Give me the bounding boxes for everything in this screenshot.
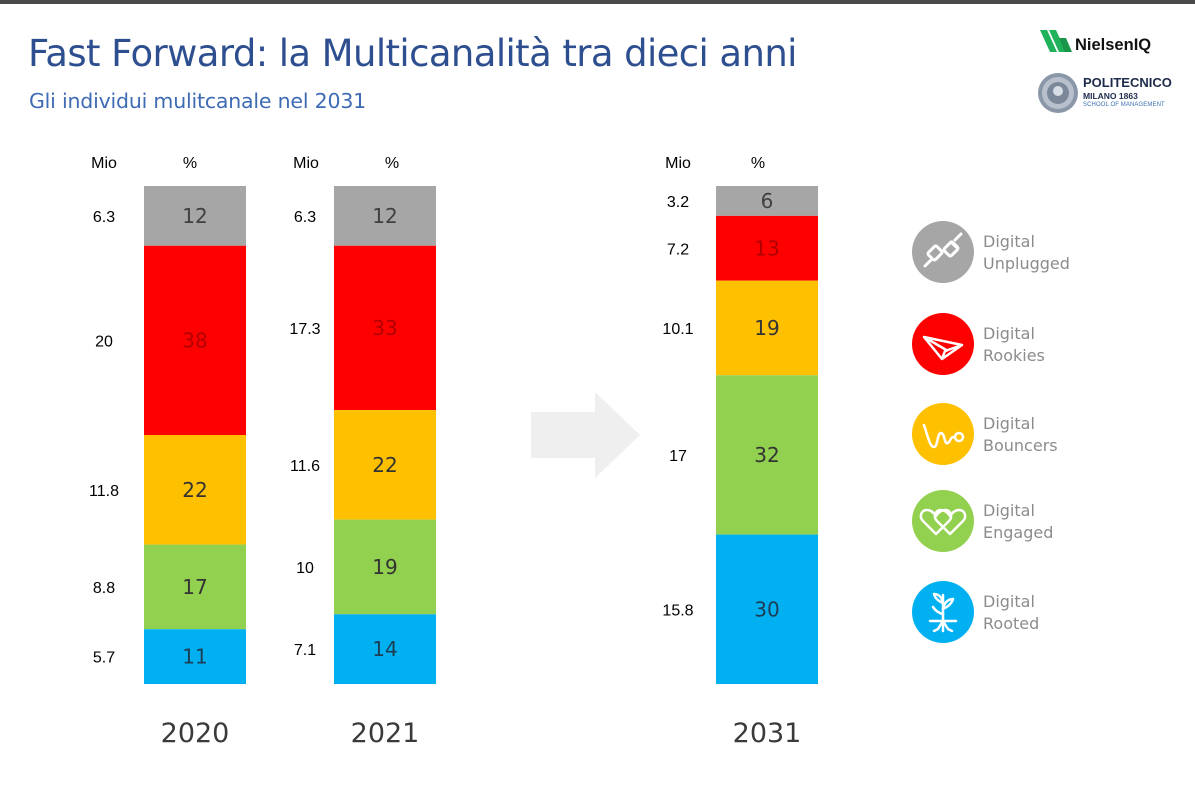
column-header-pct: % (183, 155, 197, 172)
bar-pct-label: 19 (372, 555, 397, 579)
bar-pct-label: 22 (372, 453, 397, 477)
bar-pct-label: 33 (372, 316, 397, 340)
top-border (0, 0, 1195, 4)
bar-segment-unplugged (716, 186, 818, 216)
bar-mio-label: 17 (669, 448, 687, 465)
bar-mio-label: 7.2 (667, 241, 689, 258)
legend-swatch-rooted (912, 581, 974, 643)
bar-mio-label: 8.8 (93, 580, 115, 597)
forward-arrow (531, 392, 640, 478)
bar-pct-label: 6 (761, 189, 774, 213)
bar-segment-rooted (144, 629, 246, 684)
legend-label-engaged: Digital Engaged (983, 501, 1054, 542)
politecnico-city: MILANO 1863 (1083, 91, 1138, 101)
paper-plane-icon (922, 335, 964, 361)
bar-segment-rooted (334, 614, 436, 684)
legend-item-engaged: Digital Engaged (912, 490, 1162, 554)
column-header-mio: Mio (665, 155, 691, 172)
hearts-icon (919, 508, 967, 536)
bar-pct-label: 30 (754, 597, 779, 621)
nielseniq-wordmark: NielsenIQ (1075, 36, 1152, 54)
bar-segment-engaged (334, 519, 436, 615)
bar-mio-label: 3.2 (667, 194, 689, 211)
bar-mio-label: 15.8 (662, 602, 693, 619)
legend-item-bouncers: Digital Bouncers (912, 403, 1162, 467)
bar-segment-rooted (716, 534, 818, 684)
legend-swatch-bouncers (912, 403, 974, 465)
bar-segment-bouncers (716, 280, 818, 376)
legend-item-rookies: Digital Rookies (912, 313, 1162, 377)
column-header-pct: % (385, 155, 399, 172)
category-label: 2020 (161, 718, 230, 749)
legend-label-rooted: Digital Rooted (983, 592, 1040, 633)
politecnico-logo: POLITECNICO MILANO 1863 SCHOOL OF MANAGE… (1037, 72, 1187, 116)
bar-segment-bouncers (334, 410, 436, 520)
legend-swatch-engaged (912, 490, 974, 552)
legend-swatch-unplugged (912, 221, 974, 283)
sprout-roots-icon (928, 592, 958, 633)
bar-mio-label: 6.3 (294, 209, 316, 226)
bar-pct-label: 38 (182, 328, 207, 352)
bar-pct-label: 17 (182, 575, 207, 599)
bar-pct-label: 32 (754, 443, 779, 467)
bar-mio-label: 11.8 (89, 483, 119, 500)
bar-segment-engaged (716, 375, 818, 535)
page-subtitle: Gli individui mulitcanale nel 2031 (29, 89, 367, 113)
bar-segment-engaged (144, 544, 246, 630)
bar-mio-label: 7.1 (294, 642, 316, 659)
bar-segment-unplugged (144, 186, 246, 246)
bar-pct-label: 13 (754, 236, 779, 260)
bounce-squiggle-icon (922, 423, 965, 449)
bar-mio-label: 10 (296, 560, 314, 577)
column-header-mio: Mio (293, 155, 319, 172)
politecnico-name: POLITECNICO (1083, 75, 1172, 90)
unplugged-plug-icon (923, 232, 963, 268)
bar-pct-label: 12 (372, 204, 397, 228)
legend-item-rooted: Digital Rooted (912, 581, 1162, 645)
bar-segment-rookies (144, 245, 246, 435)
bar-segment-rookies (334, 245, 436, 411)
bar-segment-unplugged (334, 186, 436, 246)
bar-segment-bouncers (144, 435, 246, 545)
bar-mio-label: 6.3 (93, 209, 115, 226)
nielseniq-mark-icon (1040, 30, 1072, 52)
legend-label-bouncers: Digital Bouncers (983, 414, 1058, 455)
bar-pct-label: 11 (182, 645, 207, 669)
politecnico-school: SCHOOL OF MANAGEMENT (1083, 102, 1165, 108)
bar-mio-label: 10.1 (662, 321, 693, 338)
page-title: Fast Forward: la Multicanalità tra dieci… (28, 32, 797, 75)
legend-label-unplugged: Digital Unplugged (983, 232, 1070, 273)
bar-segment-rookies (716, 215, 818, 281)
legend-label-rookies: Digital Rookies (983, 324, 1045, 365)
column-header-pct: % (751, 155, 765, 172)
category-label: 2031 (733, 718, 802, 749)
bar-mio-label: 5.7 (93, 650, 115, 667)
bar-pct-label: 14 (372, 637, 397, 661)
bar-mio-label: 17.3 (289, 321, 320, 338)
bar-pct-label: 12 (182, 204, 207, 228)
legend-item-unplugged: Digital Unplugged (912, 221, 1162, 285)
column-header-mio: Mio (91, 155, 117, 172)
politecnico-seal-icon (1038, 73, 1078, 113)
legend-swatch-rookies (912, 313, 974, 375)
bar-mio-label: 11.6 (290, 458, 320, 475)
bar-pct-label: 22 (182, 478, 207, 502)
bar-mio-label: 20 (95, 333, 113, 350)
bar-pct-label: 19 (754, 316, 779, 340)
category-label: 2021 (351, 718, 420, 749)
